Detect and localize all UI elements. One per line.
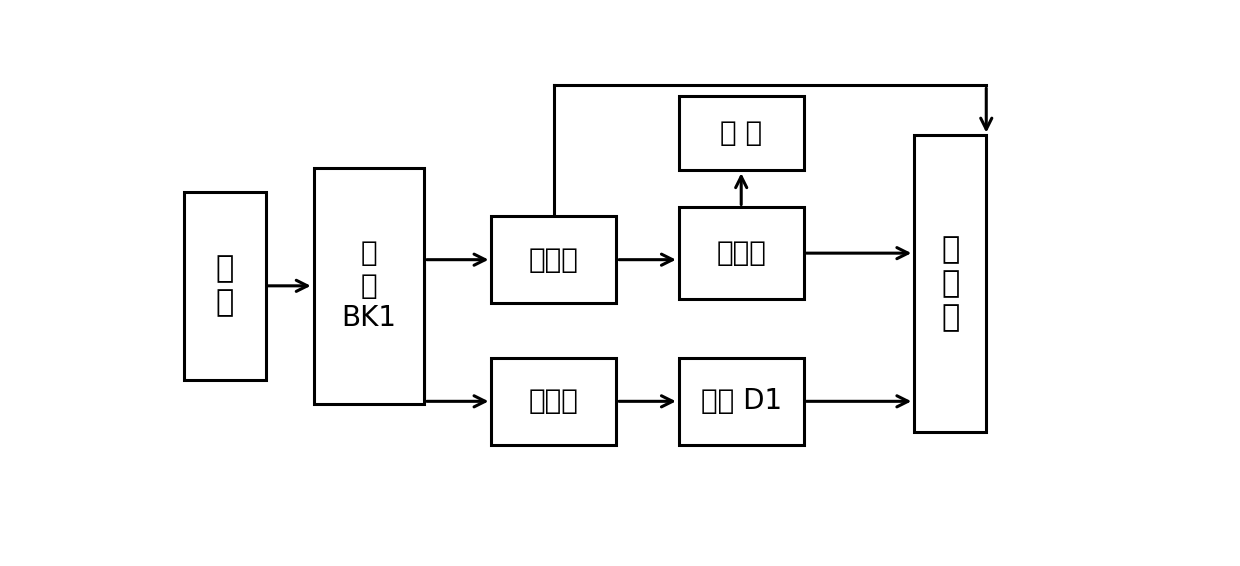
Bar	[678, 207, 804, 299]
Bar	[184, 192, 265, 380]
Text: 调压器: 调压器	[529, 246, 579, 274]
Bar	[914, 135, 986, 432]
Bar	[678, 358, 804, 445]
Bar	[678, 96, 804, 170]
Bar	[491, 216, 616, 303]
Bar	[314, 168, 424, 404]
Text: 被测件: 被测件	[717, 239, 766, 267]
Text: 开
关
BK1: 开 关 BK1	[341, 239, 397, 332]
Text: 变压器: 变压器	[529, 387, 579, 415]
Bar	[491, 358, 616, 445]
Text: 电
源: 电 源	[216, 255, 234, 317]
Text: 负载 D1: 负载 D1	[701, 387, 781, 415]
Text: 显
示
器: 显 示 器	[941, 235, 960, 332]
Text: 负 载: 负 载	[720, 119, 763, 147]
